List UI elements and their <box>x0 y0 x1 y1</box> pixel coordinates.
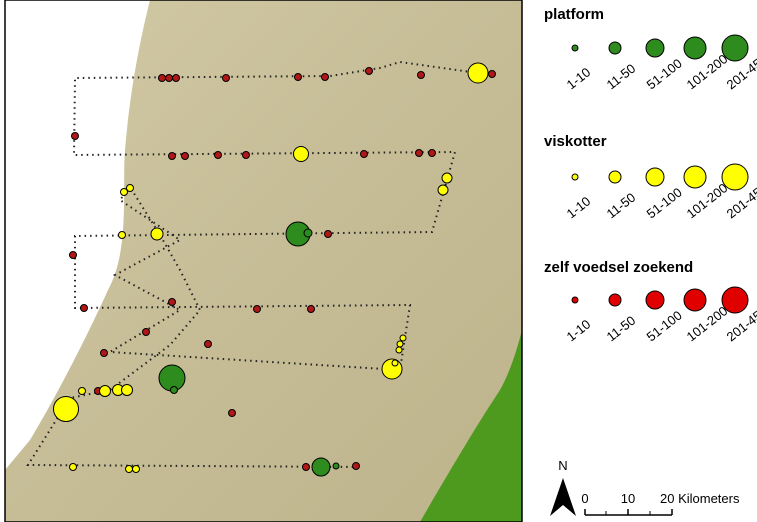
survey-marker <box>428 149 436 157</box>
survey-marker <box>172 74 180 82</box>
survey-marker <box>253 305 261 313</box>
legend-title-platform: platform <box>544 6 604 23</box>
north-arrow-icon <box>550 478 576 516</box>
survey-marker <box>126 184 134 192</box>
survey-marker <box>69 251 77 259</box>
survey-marker <box>228 409 236 417</box>
survey-marker <box>391 359 399 367</box>
scale-label-20: 20 Kilometers <box>660 491 740 506</box>
legend-symbol-0-0 <box>571 44 579 52</box>
legend-title-viskotter: viskotter <box>544 133 607 150</box>
survey-marker <box>204 340 212 348</box>
survey-marker <box>125 465 133 473</box>
legend-symbol-1-2 <box>645 167 665 187</box>
legend-label-2-1: 11-50 <box>604 313 639 345</box>
legend-label-0-1: 11-50 <box>604 61 639 93</box>
survey-marker <box>294 73 302 81</box>
survey-marker <box>488 70 496 78</box>
legend-symbol-2-0 <box>571 296 579 304</box>
legend-label-0-0: 1-10 <box>564 65 594 93</box>
scale-label-0: 0 <box>581 491 588 506</box>
legend-label-1-2: 51-100 <box>644 185 685 222</box>
survey-marker <box>352 462 360 470</box>
survey-marker <box>168 152 176 160</box>
survey-marker <box>399 334 407 342</box>
survey-marker <box>360 150 368 158</box>
survey-marker <box>303 228 313 238</box>
survey-marker <box>214 151 222 159</box>
survey-marker <box>150 227 164 241</box>
survey-marker <box>311 457 331 477</box>
survey-marker <box>332 462 340 470</box>
survey-marker <box>132 465 140 473</box>
legend-symbol-0-2 <box>645 38 665 58</box>
legend-symbol-2-3 <box>683 288 707 312</box>
legend-label-2-2: 51-100 <box>644 308 685 345</box>
legend-symbol-1-0 <box>571 173 579 181</box>
legend-symbol-0-4 <box>721 34 749 62</box>
legend-symbol-2-4 <box>721 286 749 314</box>
legend-symbol-2-2 <box>645 290 665 310</box>
coast-area <box>5 0 150 470</box>
survey-marker <box>396 340 404 348</box>
survey-marker <box>293 146 309 162</box>
north-label: N <box>558 458 567 473</box>
survey-markers <box>53 62 496 477</box>
survey-marker <box>365 67 373 75</box>
survey-marker <box>441 172 453 184</box>
legend-label-1-1: 11-50 <box>604 190 639 222</box>
survey-marker <box>302 463 310 471</box>
survey-marker <box>121 384 133 396</box>
survey-marker <box>120 188 128 196</box>
legend-symbol-1-4 <box>721 163 749 191</box>
survey-marker <box>307 305 315 313</box>
survey-marker <box>170 386 178 394</box>
survey-marker <box>71 132 79 140</box>
survey-marker <box>415 149 423 157</box>
survey-marker <box>100 349 108 357</box>
survey-marker <box>417 71 425 79</box>
survey-marker <box>168 298 176 306</box>
survey-marker <box>80 304 88 312</box>
survey-marker <box>78 387 86 395</box>
land-area <box>420 330 522 522</box>
survey-marker <box>69 463 77 471</box>
map-frame <box>4 0 523 522</box>
survey-marker <box>158 74 166 82</box>
legend-title-zelf-voedsel-zoekend: zelf voedsel zoekend <box>544 259 694 276</box>
scale-label-10: 10 <box>621 491 635 506</box>
legend-symbol-0-1 <box>608 41 622 55</box>
survey-marker <box>437 184 449 196</box>
survey-marker <box>222 74 230 82</box>
survey-marker <box>165 74 173 82</box>
survey-marker <box>242 151 250 159</box>
legend-symbol-1-3 <box>683 165 707 189</box>
scale-bar: 0 10 20 Kilometers <box>581 491 740 516</box>
survey-marker <box>99 385 111 397</box>
survey-marker <box>181 152 189 160</box>
survey-marker <box>53 396 79 422</box>
survey-marker <box>142 328 150 336</box>
legend-label-0-2: 51-100 <box>644 56 685 93</box>
legend-symbol-0-3 <box>683 36 707 60</box>
legend-label-1-0: 1-10 <box>564 194 594 222</box>
legend-label-2-0: 1-10 <box>564 317 594 345</box>
survey-marker <box>118 231 126 239</box>
north-arrow: N <box>550 458 576 516</box>
legend-symbol-1-1 <box>608 170 622 184</box>
survey-marker <box>324 230 332 238</box>
survey-marker <box>467 62 489 84</box>
survey-marker <box>321 73 329 81</box>
legend-symbol-2-1 <box>608 293 622 307</box>
survey-marker <box>395 346 403 354</box>
